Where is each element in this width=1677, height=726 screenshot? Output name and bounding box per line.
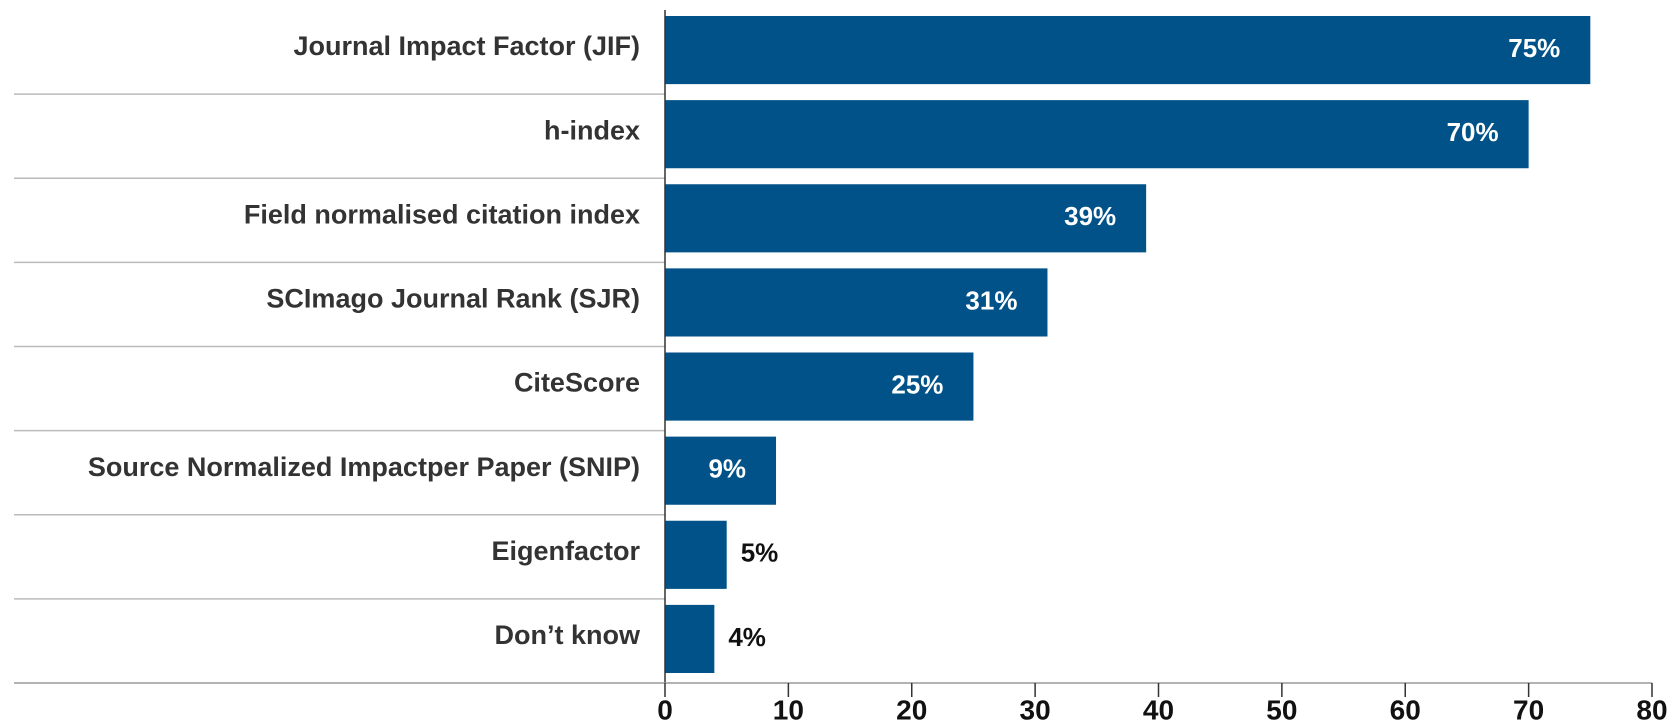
x-tick-label: 70 (1513, 694, 1544, 725)
x-tick-label: 60 (1390, 694, 1421, 725)
value-label: 25% (891, 369, 943, 399)
category-label: h-index (544, 115, 640, 145)
value-label: 70% (1447, 117, 1499, 147)
value-label: 39% (1064, 201, 1116, 231)
value-label: 4% (728, 622, 766, 652)
bar (665, 268, 1048, 337)
category-label: Source Normalized Impactper Paper (SNIP) (88, 452, 640, 482)
bar (665, 352, 974, 421)
bar (665, 16, 1591, 85)
x-tick-label: 80 (1636, 694, 1667, 725)
category-label: SCImago Journal Rank (SJR) (266, 284, 640, 314)
value-label: 31% (965, 285, 1017, 315)
value-label: 5% (741, 538, 779, 568)
bar (665, 184, 1147, 253)
value-label: 75% (1508, 33, 1560, 63)
x-tick-label: 20 (896, 694, 927, 725)
category-label: Don’t know (495, 620, 641, 650)
x-tick-label: 40 (1143, 694, 1174, 725)
bar (665, 520, 727, 589)
x-tick-label: 30 (1020, 694, 1051, 725)
x-tick-label: 10 (773, 694, 804, 725)
x-tick-label: 50 (1266, 694, 1297, 725)
category-label: Field normalised citation index (244, 199, 640, 229)
bar (665, 436, 777, 505)
category-label: CiteScore (514, 368, 640, 398)
x-tick-label: 0 (657, 694, 673, 725)
value-label: 9% (708, 454, 746, 484)
category-label: Eigenfactor (491, 536, 640, 566)
category-label: Journal Impact Factor (JIF) (293, 31, 640, 61)
bar (665, 604, 715, 673)
bar (665, 100, 1529, 169)
